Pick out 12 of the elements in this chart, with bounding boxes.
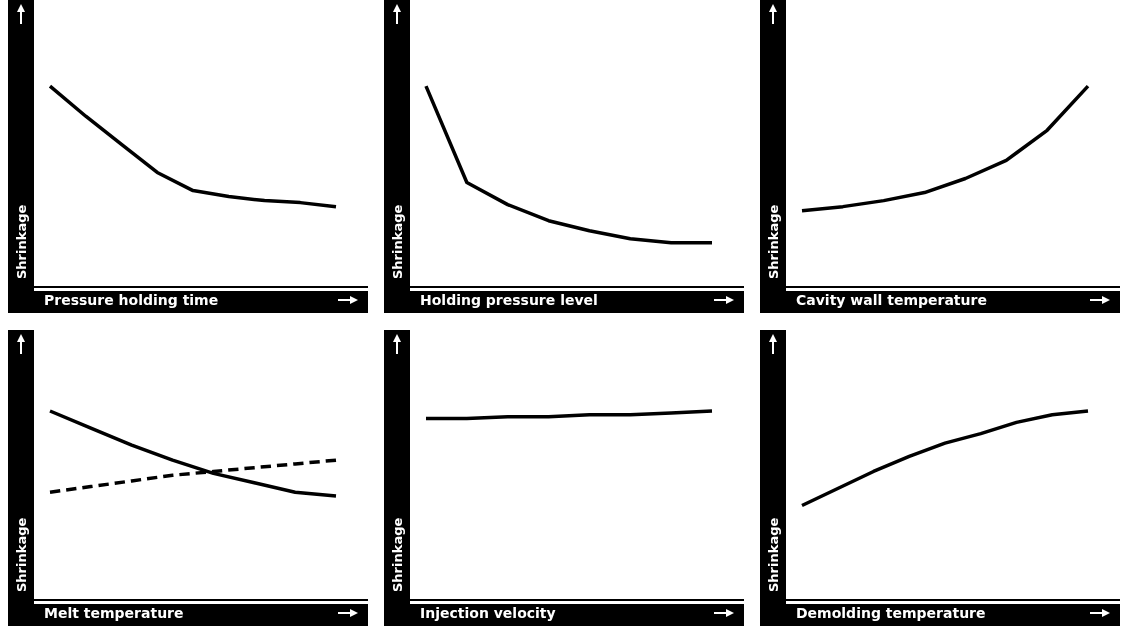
x-axis-title: Demolding temperature xyxy=(796,605,986,621)
x-axis-title: Pressure holding time xyxy=(44,292,219,308)
y-axis-title: Shrinkage xyxy=(766,517,781,592)
y-axis-title: Shrinkage xyxy=(390,204,405,279)
x-axis-title: Cavity wall temperature xyxy=(796,292,987,308)
y-axis-title: Shrinkage xyxy=(766,204,781,279)
y-axis-title: Shrinkage xyxy=(14,204,29,279)
y-axis-title: Shrinkage xyxy=(14,517,29,592)
x-axis-title: Melt temperature xyxy=(44,605,184,621)
x-axis-title: Injection velocity xyxy=(420,605,556,621)
y-axis-title: Shrinkage xyxy=(390,517,405,592)
x-axis-title: Holding pressure level xyxy=(420,292,598,308)
